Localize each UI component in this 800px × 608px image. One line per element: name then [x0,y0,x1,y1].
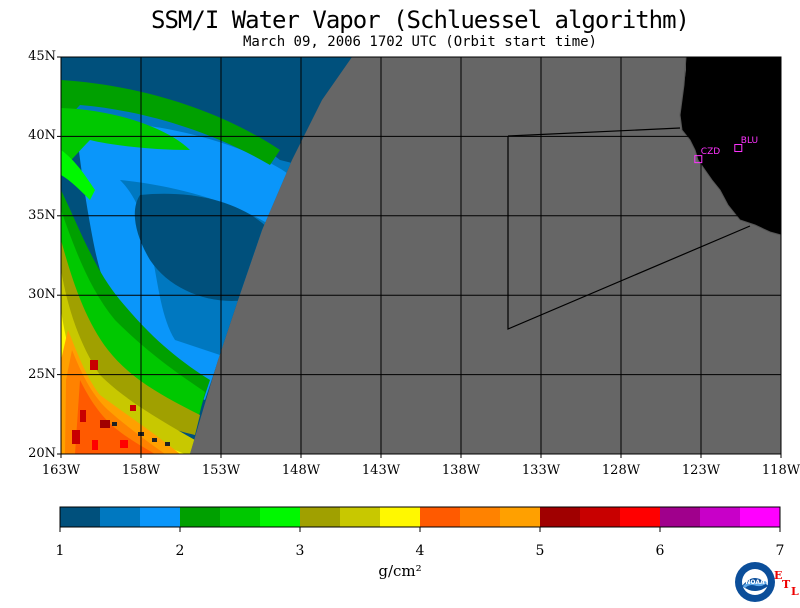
colorbar [59,506,781,532]
latitude-label: 35N [28,207,56,223]
latitude-label: 20N [28,446,56,461]
colorbar-swatch [420,507,461,527]
colorbar-tick-label: 4 [415,543,425,559]
etl-letter-t: T [782,578,791,591]
etl-letter-l: L [791,585,799,598]
colorbar-swatch [580,507,621,527]
colorbar-tick-label: 1 [55,543,65,559]
colorbar-swatch [220,507,261,527]
colorbar-swatch [700,507,741,527]
noaa-logo[interactable]: NOAA [733,560,777,608]
longitude-label: 148W [281,463,321,478]
station-marker[interactable] [734,144,743,153]
colorbar-swatch [620,507,661,527]
colorbar-tick-label: 6 [655,543,665,559]
colorbar-swatch [60,507,101,527]
longitude-label: 138W [441,463,481,478]
colorbar-tick-label: 5 [535,543,545,559]
latitude-label: 30N [28,287,56,303]
station-marker[interactable] [694,155,703,164]
land-north-america [680,57,781,235]
colorbar-swatch [380,507,421,527]
colorbar-swatch [100,507,141,527]
colorbar-swatch [500,507,541,527]
graticule [61,57,781,454]
map-subtitle: March 09, 2006 1702 UTC (Orbit start tim… [242,34,597,50]
longitude-label: 128W [601,463,641,478]
latitude-label: 40N [28,128,56,144]
longitude-label: 163W [41,463,81,478]
longitude-label: 123W [681,463,721,478]
map-field [61,57,781,454]
longitude-label: 118W [761,463,800,478]
colorbar-swatch [300,507,341,527]
colorbar-tick-label: 2 [175,543,185,559]
colorbar-tick-label: 7 [775,543,785,559]
station-label: BLU [740,135,759,146]
station-markers [694,144,743,164]
longitude-label: 153W [201,463,241,478]
station-label: CZD [700,146,721,157]
colorbar-swatch [340,507,381,527]
map-border [60,56,782,455]
colorbar-swatch [180,507,221,527]
latitude-label: 45N [28,49,56,64]
colorbar-swatch [460,507,501,527]
colorbar-swatch [260,507,301,527]
etl-letter-e: E [774,569,783,582]
colorbar-unit: g/cm² [378,562,422,580]
map-title: SSM/I Water Vapor (Schluessel algorithm) [151,6,690,34]
longitude-label: 143W [361,463,401,478]
domain-outline [507,127,681,137]
colorbar-tick-label: 3 [295,543,305,559]
colorbar-swatch [140,507,181,527]
longitude-label: 158W [121,463,161,478]
longitude-label: 133W [521,463,561,478]
colorbar-swatch [740,507,781,527]
latitude-label: 25N [28,366,56,382]
colorbar-swatch [660,507,701,527]
svg-text:NOAA: NOAA [745,579,765,586]
colorbar-swatch [540,507,581,527]
